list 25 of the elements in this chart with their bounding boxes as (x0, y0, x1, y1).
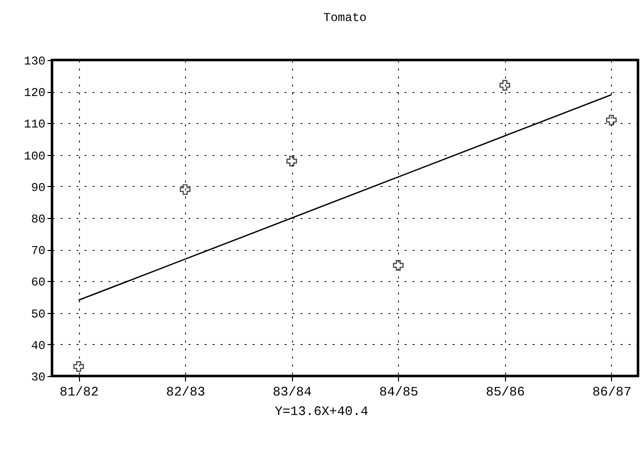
x-tick-label: 83/84 (272, 384, 312, 400)
y-tick-label: 80 (31, 212, 46, 226)
x-tick-label: 84/85 (379, 384, 418, 400)
y-tick-label: 100 (24, 149, 46, 164)
x-tick-label: 82/83 (166, 384, 206, 400)
x-tick-label: 81/82 (60, 384, 99, 400)
point (499, 80, 510, 91)
chart-title: Tomato (323, 11, 367, 25)
y-tick-label: 40 (31, 338, 46, 353)
y-tick-label: 120 (24, 86, 46, 100)
point (180, 184, 191, 195)
y-tick-label: 110 (24, 118, 46, 132)
y-tick-label: 60 (31, 276, 46, 290)
point (606, 114, 617, 126)
y-tick-label: 50 (31, 307, 46, 322)
point (73, 361, 84, 372)
text: Y=13.6X+40.4 (274, 404, 370, 419)
y-tick-label: 90 (31, 180, 46, 195)
point (286, 156, 298, 166)
y-tick-label: 30 (31, 370, 46, 384)
x-tick-label: 85/86 (486, 384, 525, 400)
x-tick-label: 86/87 (592, 384, 632, 400)
y-tick-label: 130 (24, 54, 46, 68)
y-tick-label: 70 (31, 244, 46, 258)
point (392, 260, 404, 271)
